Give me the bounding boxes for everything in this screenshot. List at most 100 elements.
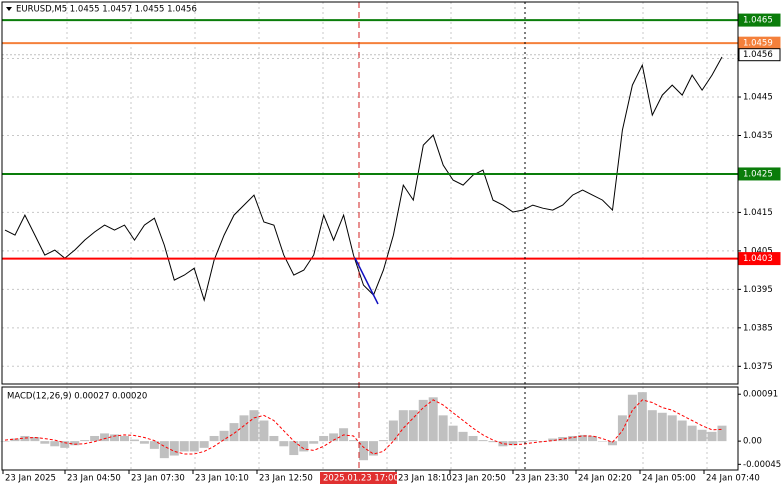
plot <box>0 19 738 461</box>
macd-bar <box>179 441 189 452</box>
macd-panel-frame <box>1 386 739 471</box>
macd-bar <box>498 441 508 447</box>
x-tick-label: 23 Jan 23:30 <box>515 474 569 484</box>
crosshair-time-box <box>320 472 397 484</box>
y-tick-label: 1.0385 <box>743 323 773 333</box>
level-label: 1.0456 <box>743 50 773 60</box>
macd-bar <box>189 441 199 452</box>
macd-bar <box>269 435 279 442</box>
level-label: 1.0425 <box>743 169 773 179</box>
y-tick-label: 1.0395 <box>743 285 773 295</box>
macd-bar <box>627 394 637 442</box>
macd-bar <box>568 435 578 442</box>
macd-bar <box>129 439 139 442</box>
x-tick-label: 23 Jan 07:30 <box>131 474 185 484</box>
macd-bar <box>558 437 568 442</box>
y-tick-label: 1.0405 <box>743 246 773 256</box>
macd-bar <box>239 415 249 442</box>
level-label-box <box>738 48 781 62</box>
macd-bar <box>359 441 368 461</box>
macd-bar <box>617 415 627 442</box>
macd-bar <box>110 434 120 442</box>
y-tick-label: 0.00091 <box>743 390 778 400</box>
macd-bar <box>199 441 209 448</box>
macd-bar <box>100 433 110 442</box>
macd-bar <box>20 435 30 442</box>
macd-bar <box>329 433 339 442</box>
level-label: 1.0465 <box>743 16 773 26</box>
macd-bar <box>667 415 677 442</box>
macd-bar <box>50 441 60 447</box>
macd-bar <box>249 410 259 442</box>
macd-bar <box>418 399 428 442</box>
macd-bar <box>398 410 408 442</box>
x-tick-label: 23 Jan 10:10 <box>195 474 249 484</box>
y-tick-label: 1.0445 <box>743 93 773 103</box>
macd-bar <box>319 435 329 442</box>
macd-bar <box>378 440 388 442</box>
macd-bar <box>80 440 90 442</box>
macd-bar <box>578 434 588 442</box>
level-label-box <box>738 167 781 181</box>
symbol-header: EURUSD,M5 1.0455 1.0457 1.0455 1.0456 <box>16 5 197 15</box>
level-label: 1.0403 <box>743 254 773 264</box>
x-tick-label: 23 Jan 20:50 <box>452 474 506 484</box>
macd-bar <box>707 431 717 442</box>
trend-line <box>354 257 379 305</box>
macd-bar <box>598 441 607 442</box>
x-tick-label: 24 Jan 07:40 <box>706 474 760 484</box>
macd-bar <box>159 441 169 459</box>
macd-bar <box>458 431 468 442</box>
x-tick-label: 24 Jan 05:00 <box>642 474 696 484</box>
macd-bar <box>548 438 558 442</box>
macd-bar <box>90 435 100 442</box>
crosshair-time-label: 2025.01.23 17:00 <box>323 474 399 484</box>
signal-line <box>4 399 723 455</box>
macd-bar <box>368 441 378 456</box>
menu-arrow[interactable] <box>6 7 12 11</box>
macd-bar <box>169 441 179 456</box>
axes: 1.0375 1.0385 1.0395 1.0405 1.0415 1.0425 1.04… <box>2 13 781 484</box>
macd-bar <box>229 423 239 442</box>
macd-bar <box>538 441 548 442</box>
macd-bar <box>607 441 617 446</box>
macd-bar <box>388 420 398 442</box>
macd-bar <box>478 440 488 442</box>
macd-bar <box>438 415 448 442</box>
macd-bar <box>677 420 687 442</box>
macd-bar <box>468 435 478 442</box>
price-panel-frame <box>1 1 739 385</box>
macd-bar <box>209 435 219 442</box>
y-tick-label: -0.00045 <box>743 460 781 470</box>
y-tick-label: 1.0415 <box>743 208 773 218</box>
macd-bar <box>289 441 299 456</box>
macd-bar <box>149 441 159 449</box>
x-tick-label: 23 Jan 2025 <box>5 474 56 484</box>
macd-bar <box>40 441 50 444</box>
macd-bar <box>697 429 707 442</box>
macd-bar <box>508 441 518 446</box>
x-tick-label: 23 Jan 18:10 <box>398 474 452 484</box>
macd-bar <box>349 440 359 442</box>
macd-bar <box>70 441 80 446</box>
macd-bar <box>687 425 697 442</box>
macd-bar <box>219 430 229 442</box>
y-tick-label: 1.0375 <box>743 362 773 372</box>
macd-bar <box>120 435 129 442</box>
macd-bar <box>259 420 269 442</box>
macd-bar <box>30 437 40 442</box>
x-tick-label: 23 Jan 12:50 <box>259 474 313 484</box>
level-label-box <box>738 252 781 266</box>
macd-bar <box>717 425 727 442</box>
macd-bar <box>60 441 70 448</box>
macd-bar <box>657 412 667 442</box>
macd-bar <box>139 441 149 444</box>
macd-bar <box>408 410 418 442</box>
macd-bar <box>299 441 309 452</box>
macd-header: MACD(12,26,9) 0.00027 0.00020 <box>7 392 147 402</box>
macd-bar <box>647 410 657 442</box>
macd-bar <box>588 435 598 442</box>
macd-bar <box>637 392 647 442</box>
grid <box>2 2 738 470</box>
